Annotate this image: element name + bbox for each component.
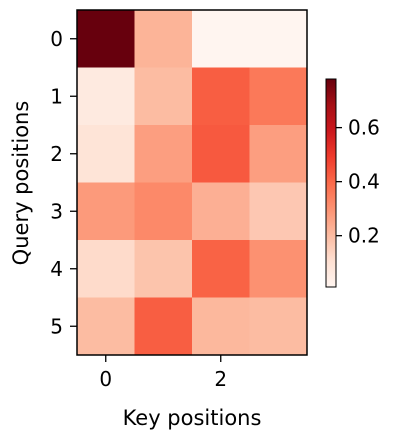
heatmap-cells — [77, 10, 308, 356]
colorbar-tick-label: 0.6 — [348, 116, 380, 140]
x-tick-label: 0 — [99, 367, 112, 391]
colorbar — [325, 78, 337, 288]
heatmap-cell-r0-c2 — [192, 10, 250, 68]
heatmap-cell-r3-c1 — [134, 182, 193, 241]
heatmap-cell-r1-c1 — [134, 67, 193, 126]
heatmap-cell-r2-c0 — [77, 125, 135, 183]
y-tick-label: 3 — [50, 199, 63, 223]
heatmap-cell-r4-c1 — [134, 240, 193, 298]
heatmap-cell-r3-c3 — [249, 182, 308, 241]
heatmap-cell-r5-c3 — [249, 297, 308, 356]
heatmap-cell-r2-c2 — [192, 125, 250, 183]
heatmap-cell-r4-c3 — [249, 240, 308, 298]
x-axis-label: Key positions — [123, 406, 262, 430]
heatmap-cell-r2-c1 — [134, 125, 193, 183]
heatmap-cell-r0-c3 — [249, 10, 308, 68]
heatmap-cell-r1-c3 — [249, 67, 308, 126]
heatmap-cell-r1-c2 — [192, 67, 250, 126]
heatmap-cell-r1-c0 — [77, 67, 135, 126]
x-tick-label: 2 — [214, 367, 227, 391]
y-tick-label: 1 — [50, 84, 63, 108]
colorbar-ticks: 0.2 0.4 0.6 — [336, 116, 380, 248]
heatmap-cell-r0-c0 — [77, 10, 135, 68]
colorbar-tick-label: 0.2 — [348, 224, 380, 248]
heatmap-cell-r2-c3 — [249, 125, 308, 183]
colorbar-tick-label: 0.4 — [348, 170, 380, 194]
heatmap-cell-r4-c2 — [192, 240, 250, 298]
y-tick-label: 0 — [50, 27, 63, 51]
heatmap-cell-r0-c1 — [134, 10, 193, 68]
y-tick-label: 4 — [50, 257, 63, 281]
heatmap-cell-r3-c2 — [192, 182, 250, 241]
heatmap-cell-r5-c1 — [134, 297, 193, 356]
y-tick-label: 2 — [50, 142, 63, 166]
y-tick-label: 5 — [50, 314, 63, 338]
y-axis-label: Query positions — [9, 101, 33, 266]
heatmap-cell-r5-c0 — [77, 297, 135, 356]
heatmap-cell-r4-c0 — [77, 240, 135, 298]
y-axis-ticks: 0 1 2 3 4 5 — [50, 27, 77, 338]
heatmap-cell-r3-c0 — [77, 182, 135, 241]
heatmap-cell-r5-c2 — [192, 297, 250, 356]
plot-frame — [76, 9, 308, 356]
